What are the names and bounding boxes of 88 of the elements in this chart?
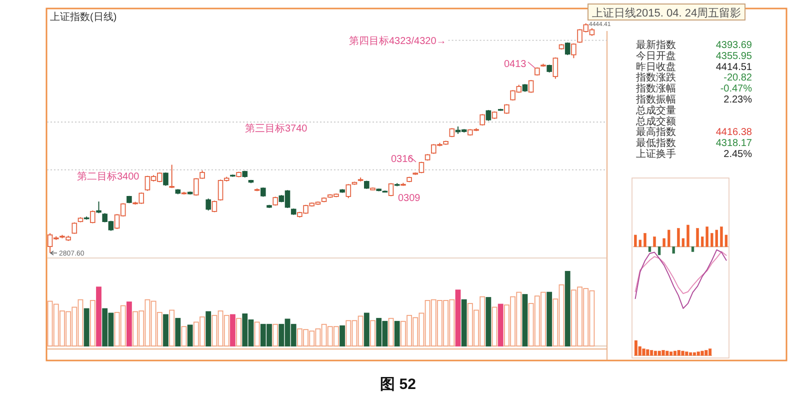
bar xyxy=(96,286,102,346)
bar xyxy=(681,350,684,356)
text: 上证换手 xyxy=(636,148,676,160)
text: 4355.95 xyxy=(716,50,752,62)
text: 最高指数 xyxy=(636,126,676,138)
text: 2.45% xyxy=(724,149,752,160)
annotation: 0413 xyxy=(504,59,527,70)
bar xyxy=(236,318,242,346)
bar xyxy=(163,314,168,346)
bar xyxy=(461,299,467,346)
text: 总成交量 xyxy=(635,104,676,116)
title-box: 上证日线2015. 04. 24周五留影 xyxy=(588,4,746,20)
bar xyxy=(673,350,676,356)
bar xyxy=(670,352,673,356)
text: 最低指数 xyxy=(636,137,676,150)
text: -20.82 xyxy=(724,72,752,84)
bar xyxy=(175,318,181,346)
text: 指数振幅 xyxy=(635,94,676,106)
text: 最新指数 xyxy=(636,39,676,51)
ref-line: 第三目标3740 xyxy=(46,122,608,135)
bar xyxy=(498,304,504,346)
bar xyxy=(272,324,278,346)
bar xyxy=(700,350,704,356)
text: 今日开盘 xyxy=(636,50,676,62)
bar xyxy=(708,348,712,356)
bar xyxy=(84,308,90,346)
bar xyxy=(677,350,680,356)
bar xyxy=(394,320,400,346)
bar xyxy=(704,350,708,356)
bar xyxy=(169,310,175,346)
chart-subtitle: 上证指数(日线) xyxy=(50,11,117,23)
bar xyxy=(696,352,700,356)
bar xyxy=(486,297,492,346)
bar xyxy=(650,350,654,356)
text: 4414.51 xyxy=(716,62,752,73)
bar xyxy=(187,324,193,346)
bar xyxy=(634,340,638,356)
bar xyxy=(546,292,552,346)
ref-line-label: 第二目标3400 xyxy=(77,170,140,182)
text: 4393.69 xyxy=(716,40,752,51)
ref-line: 第二目标3400 xyxy=(46,169,608,182)
bar xyxy=(662,238,666,247)
bar xyxy=(686,224,690,247)
bar xyxy=(685,352,688,356)
bar xyxy=(689,352,692,356)
bar xyxy=(658,246,661,256)
text: 昨日收盘 xyxy=(636,60,676,73)
bar xyxy=(181,326,187,346)
bar xyxy=(672,246,675,254)
annotation: 0316 xyxy=(391,154,414,165)
bar xyxy=(492,306,498,346)
bar xyxy=(564,270,570,346)
annotation: 0309 xyxy=(398,193,421,204)
bar xyxy=(90,300,96,346)
text: 指数涨跌 xyxy=(635,72,676,84)
bar xyxy=(666,350,669,356)
text: 总成交额 xyxy=(635,115,676,128)
bar xyxy=(388,318,394,346)
bar xyxy=(206,311,212,346)
ref-line: 第四目标4323/4320→ xyxy=(349,36,608,47)
text: -0.47% xyxy=(720,84,752,95)
bar xyxy=(662,350,665,356)
bar xyxy=(653,236,656,247)
ref-line-label: 第三目标3740 xyxy=(245,122,308,135)
bar xyxy=(340,325,346,346)
text: 4416.38 xyxy=(716,127,752,138)
text: 4318.17 xyxy=(716,138,752,150)
bar xyxy=(642,348,646,356)
text: 2.23% xyxy=(724,94,752,106)
bar xyxy=(370,320,376,346)
bar xyxy=(654,350,657,356)
caption: 图 52 xyxy=(380,376,416,393)
bar xyxy=(254,322,260,346)
bar xyxy=(658,350,661,356)
bar xyxy=(648,246,652,252)
bar xyxy=(522,294,528,346)
bar xyxy=(692,352,696,356)
bar xyxy=(668,230,670,247)
text: 指数涨幅 xyxy=(635,82,676,95)
bar xyxy=(696,228,699,247)
bar xyxy=(455,290,461,346)
bar xyxy=(646,349,650,356)
bar xyxy=(126,302,132,346)
ref-line-label: 第四目标4323/4320→ xyxy=(349,34,446,47)
bar xyxy=(691,246,694,252)
bar xyxy=(364,312,370,346)
bar xyxy=(230,314,236,346)
bar xyxy=(644,233,646,247)
